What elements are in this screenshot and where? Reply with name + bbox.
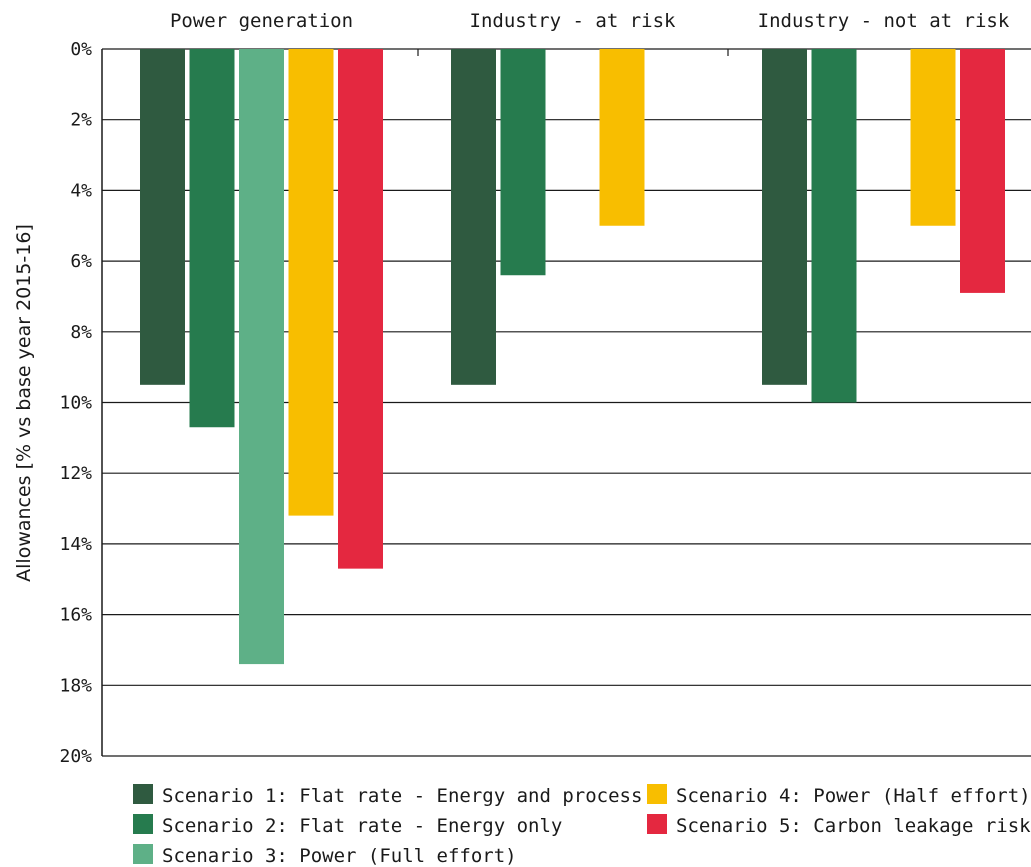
category-label: Industry - not at risk — [758, 10, 1010, 32]
bar-2-3 — [811, 49, 857, 403]
y-tick-label: 10% — [59, 393, 92, 414]
bar-2-1 — [189, 49, 235, 428]
legend-label: Scenario 5: Carbon leakage risk — [676, 815, 1031, 837]
category-label: Industry - at risk — [470, 10, 676, 32]
y-tick-label: 20% — [59, 746, 92, 767]
bar-1-1 — [140, 49, 185, 385]
bar-4-1 — [288, 49, 334, 516]
y-tick-label: 0% — [70, 39, 92, 60]
bar-1-2 — [451, 49, 496, 385]
bar-4-2 — [599, 49, 645, 226]
bar-1-3 — [762, 49, 807, 385]
y-tick-label: 2% — [70, 110, 92, 131]
y-tick-label: 8% — [70, 322, 92, 343]
legend-label: Scenario 2: Flat rate - Energy only — [162, 815, 562, 837]
category-labels: Power generation Industry - at risk Indust… — [170, 10, 1010, 32]
legend-swatch — [647, 814, 667, 834]
y-tick-labels: 0% 2% 4% 6% 8% 10% 12% 14% 16% 18% 20% — [59, 39, 92, 767]
y-tick-label: 6% — [70, 251, 92, 272]
y-tick-label: 16% — [59, 605, 92, 626]
y-axis-label: Allowances [% vs base year 2015-16] — [13, 224, 35, 582]
legend-swatch — [133, 844, 153, 864]
bar-5-1 — [338, 49, 383, 569]
legend-label: Scenario 3: Power (Full effort) — [162, 845, 517, 867]
legend-swatch — [647, 784, 667, 804]
y-tick-label: 18% — [59, 675, 92, 696]
bar-4-3 — [910, 49, 956, 226]
legend-swatch — [133, 814, 153, 834]
legend-swatch — [133, 784, 153, 804]
category-label: Power generation — [170, 10, 353, 32]
y-axis — [101, 49, 729, 756]
y-tick-label: 14% — [59, 534, 92, 555]
legend-label: Scenario 4: Power (Half effort) — [676, 785, 1031, 807]
y-tick-label: 12% — [59, 463, 92, 484]
bar-5-3 — [960, 49, 1005, 293]
legend: Scenario 1: Flat rate - Energy and proce… — [133, 784, 1031, 867]
bar-2-2 — [500, 49, 546, 276]
y-tick-label: 4% — [70, 180, 92, 201]
bar-3-1 — [239, 49, 284, 665]
legend-label: Scenario 1: Flat rate - Energy and proce… — [162, 785, 642, 807]
bars — [140, 49, 1005, 665]
